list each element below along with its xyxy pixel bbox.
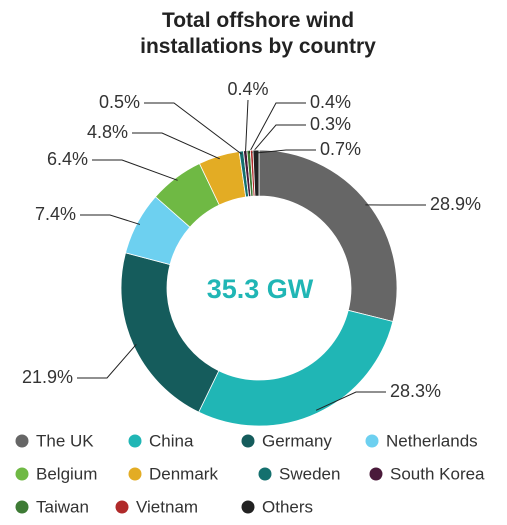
leader-line bbox=[132, 132, 220, 160]
data-label: 0.4% bbox=[227, 79, 268, 99]
legend-marker bbox=[15, 467, 29, 481]
legend-label: Sweden bbox=[279, 464, 340, 483]
legend-marker bbox=[128, 467, 142, 481]
leader-line bbox=[77, 343, 137, 379]
leader-line bbox=[80, 214, 141, 225]
legend-label: Vietnam bbox=[136, 497, 198, 516]
chart-title: Total offshore wind installations by cou… bbox=[140, 9, 376, 58]
legend-label: Others bbox=[262, 497, 313, 516]
data-label: 4.8% bbox=[87, 122, 128, 142]
legend-marker bbox=[15, 434, 29, 448]
legend-marker bbox=[128, 434, 142, 448]
legend-marker bbox=[365, 434, 379, 448]
legend-label: China bbox=[149, 431, 194, 450]
data-label: 0.7% bbox=[320, 139, 361, 159]
leader-line bbox=[248, 102, 306, 154]
data-label: 21.9% bbox=[22, 367, 73, 387]
legend-marker bbox=[15, 500, 29, 514]
data-label: 7.4% bbox=[35, 204, 76, 224]
data-label: 0.5% bbox=[99, 92, 140, 112]
leader-line bbox=[244, 99, 249, 154]
legend-label: Belgium bbox=[36, 464, 97, 483]
legend-label: Taiwan bbox=[36, 497, 89, 516]
legend-marker bbox=[115, 500, 129, 514]
leader-line bbox=[144, 102, 242, 155]
leader-line bbox=[255, 149, 316, 154]
legend-label: South Korea bbox=[390, 464, 485, 483]
legend-label: Denmark bbox=[149, 464, 218, 483]
data-label: 6.4% bbox=[47, 149, 88, 169]
donut-slice bbox=[258, 149, 398, 322]
donut-slice bbox=[120, 252, 220, 413]
data-label: 28.3% bbox=[390, 381, 441, 401]
donut-slice bbox=[252, 149, 260, 197]
center-label: 35.3 GW bbox=[207, 274, 314, 304]
leader-line bbox=[92, 159, 178, 181]
data-label: 0.4% bbox=[310, 92, 351, 112]
legend-marker bbox=[241, 500, 255, 514]
legend-label: Netherlands bbox=[386, 431, 478, 450]
leader-line bbox=[251, 124, 306, 154]
legend-marker bbox=[258, 467, 272, 481]
legend-marker bbox=[241, 434, 255, 448]
donut-slice bbox=[198, 309, 394, 427]
leader-line bbox=[315, 391, 386, 411]
data-label: 28.9% bbox=[430, 194, 481, 214]
legend-label: Germany bbox=[262, 431, 332, 450]
legend-marker bbox=[369, 467, 383, 481]
data-label: 0.3% bbox=[310, 114, 351, 134]
legend-label: The UK bbox=[36, 431, 94, 450]
